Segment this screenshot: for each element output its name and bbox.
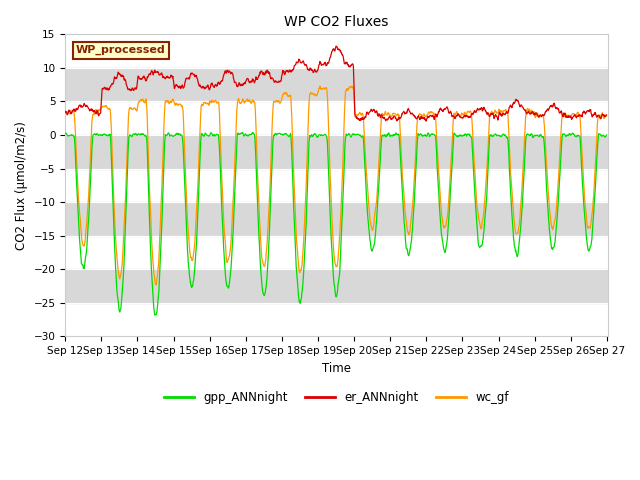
Bar: [65, 202, 607, 236]
Y-axis label: CO2 Flux (μmol/m2/s): CO2 Flux (μmol/m2/s): [15, 121, 28, 250]
Text: WP_processed: WP_processed: [76, 45, 166, 55]
X-axis label: Time: Time: [322, 362, 351, 375]
Legend: gpp_ANNnight, er_ANNnight, wc_gf: gpp_ANNnight, er_ANNnight, wc_gf: [159, 386, 513, 409]
Title: WP CO2 Fluxes: WP CO2 Fluxes: [284, 15, 388, 29]
Bar: [65, 135, 607, 168]
Bar: [65, 269, 607, 303]
Bar: [65, 68, 607, 101]
